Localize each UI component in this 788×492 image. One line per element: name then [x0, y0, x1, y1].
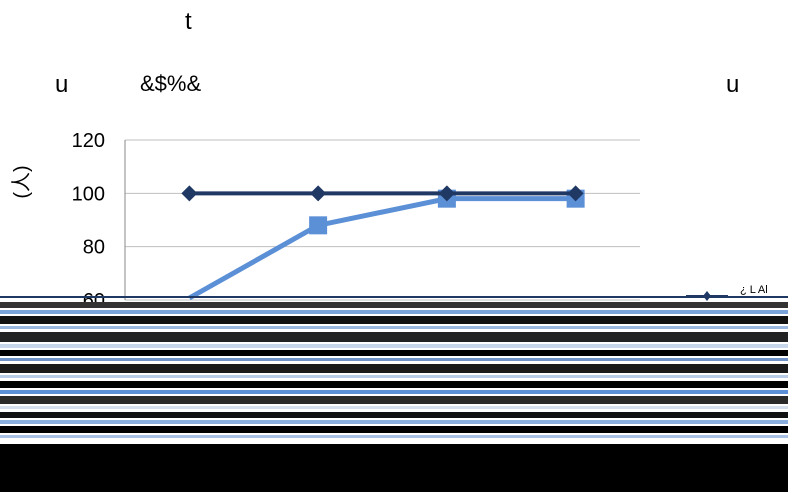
glitch-band — [0, 332, 788, 342]
right-char: u — [726, 71, 740, 98]
glitch-band — [0, 316, 788, 324]
glitch-band — [0, 358, 788, 361]
chart-series — [181, 185, 585, 301]
glitch-band — [0, 426, 788, 433]
glitch-band — [0, 364, 788, 373]
glitch-band — [0, 296, 788, 298]
glitch-band — [0, 302, 788, 308]
glitch-band — [0, 375, 788, 378]
y-tick-label: 120 — [72, 130, 105, 152]
data-point-diamond — [181, 185, 198, 202]
y-tick-label: 80 — [83, 237, 105, 259]
glitch-band — [0, 310, 788, 314]
y-axis-label: (人) — [10, 165, 33, 198]
data-point-square — [309, 216, 328, 235]
glitch-band — [0, 326, 788, 329]
data-point-diamond — [310, 185, 327, 202]
y-tick-label: 100 — [72, 183, 105, 205]
code-text: &$%& — [140, 71, 202, 96]
top-char: t — [185, 8, 192, 35]
data-point-diamond — [567, 185, 584, 202]
legend-label: ¿ L Al — [740, 284, 768, 296]
glitch-band — [0, 344, 788, 348]
glitch-band — [0, 435, 788, 438]
chart-gridlines — [125, 139, 640, 301]
glitch-band — [0, 406, 788, 409]
glitch-band — [0, 396, 788, 404]
series-line — [188, 196, 576, 301]
corrupted-region — [0, 296, 788, 492]
blackout-bar — [0, 444, 788, 492]
left-char: u — [55, 71, 69, 98]
glitch-band — [0, 420, 788, 424]
glitch-band — [0, 412, 788, 418]
glitch-band — [0, 390, 788, 394]
glitch-band — [0, 381, 788, 388]
glitch-band — [0, 350, 788, 356]
data-point-diamond — [438, 185, 455, 202]
